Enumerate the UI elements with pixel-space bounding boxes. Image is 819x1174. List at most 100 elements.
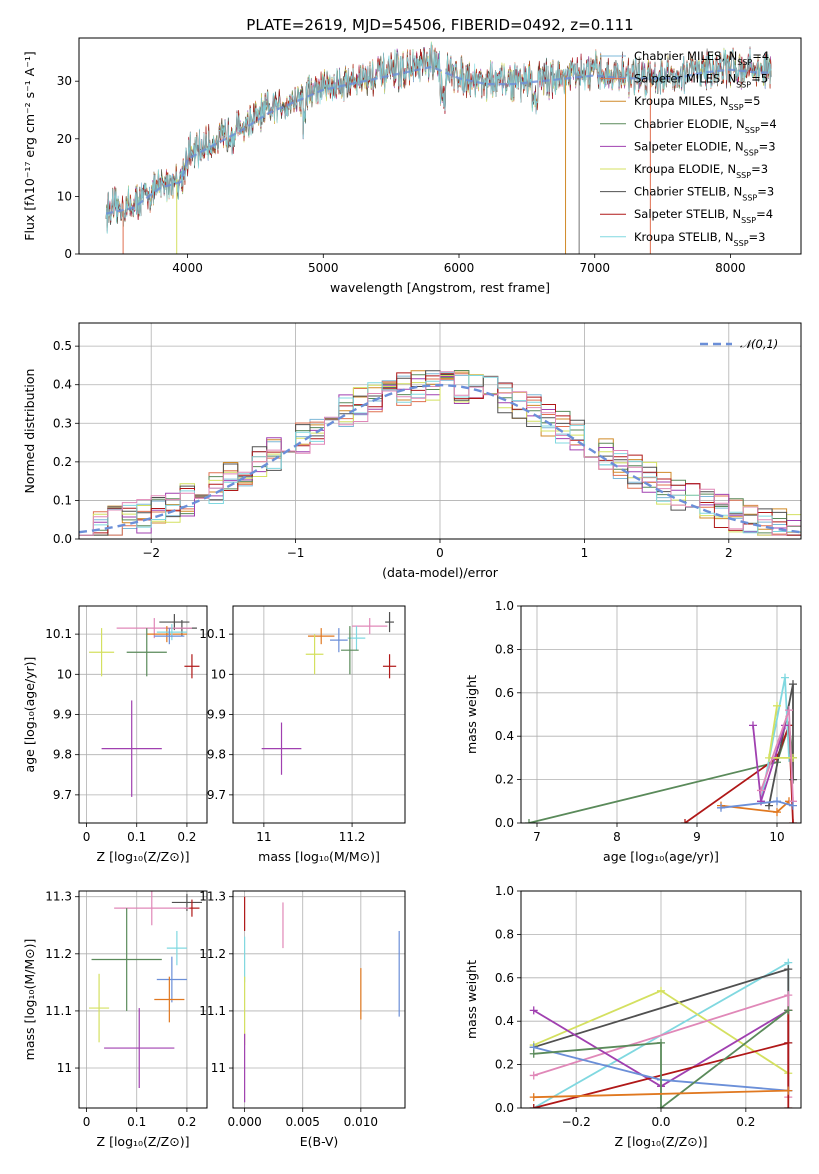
mass_vs_Z-frame: [78, 890, 208, 1109]
residuals-ytick-label: 0.3: [53, 416, 72, 430]
spectrum-xtick-label: 8000: [715, 261, 746, 275]
weight_vs_Z-point-marker: [784, 1038, 793, 1047]
age_vs_Z-xtick-label: 0.2: [177, 830, 196, 844]
age_vs_mass-panel: 11 11.2 9.7 9.8 9.9 10 10.1 mass [log₁₀(M/M⊙)]: [199, 605, 406, 864]
weight_vs_Z-xlabel: Z [log₁₀(Z/Z⊙)]: [615, 1134, 708, 1149]
spectrum-legend-count: =5: [751, 72, 768, 86]
mass_vs_Z-xtick-label: 0.2: [177, 1115, 196, 1129]
weight_vs_age-xlabel: age [log₁₀(age/yr)]: [603, 849, 719, 864]
residuals-ytick-label: 0.4: [53, 378, 72, 392]
mass_vs_ebv-panel: 0.000 0.005 0.010 11 11.1 11.2 11.3 E(B-V): [199, 890, 406, 1149]
mass_vs_ebv-xlabel: E(B-V): [300, 1134, 339, 1149]
residuals-ytick-label: 0.5: [53, 339, 72, 353]
spectrum-legend-count: =4: [760, 117, 777, 131]
age_vs_Z-ytick-label: 9.7: [53, 788, 72, 802]
weight_vs_Z-ytick-label: 0.6: [495, 971, 514, 985]
weight_vs_Z-point-marker: [784, 991, 793, 1000]
residuals-ylabel: Normed distribution: [22, 369, 37, 494]
mass_vs_ebv-xtick-label: 0.000: [227, 1115, 261, 1129]
spectrum-legend-label: Salpeter ELODIE, NSSP=3: [634, 139, 776, 157]
weight_vs_age-ytick-label: 0.6: [495, 686, 514, 700]
weight_vs_age-point-marker: [749, 721, 757, 730]
weight_vs_age-ytick-label: 1.0: [495, 599, 514, 613]
residuals-frame: [78, 322, 802, 540]
residuals-xtick-label: −1: [287, 546, 305, 560]
spectrum-frame: [78, 37, 802, 255]
mass_vs_Z-ytick-label: 11.1: [45, 1004, 72, 1018]
weight_vs_age-point-marker: [773, 808, 781, 817]
spectrum-legend-subscript: SSP: [734, 238, 749, 247]
mass_vs_Z-xlabel: Z [log₁₀(Z/Z⊙)]: [97, 1134, 190, 1149]
weight_vs_Z-point-marker: [529, 1104, 538, 1108]
residuals-xtick-label: 1: [581, 546, 589, 560]
normal-curve: [79, 383, 801, 534]
age_vs_Z-ytick-label: 9.9: [53, 708, 72, 722]
spectrum-legend-label: Salpeter MILES, NSSP=5: [634, 72, 768, 90]
age_vs_Z-plot-area: [89, 614, 200, 797]
spectrum-plot-area: [105, 41, 772, 254]
weight_vs_Z-point-marker: [529, 1049, 538, 1058]
age_vs_mass-xtick-label: 11.2: [339, 830, 366, 844]
weight_vs_Z-ytick-label: 0.0: [495, 1101, 514, 1115]
weight_vs_Z-line-orange: [533, 1089, 789, 1099]
age_vs_mass-frame: [232, 605, 406, 824]
residuals-ytick-label: 0.0: [53, 532, 72, 546]
weight_vs_age-ytick-label: 0.4: [495, 729, 514, 743]
weight_vs_Z-point-marker: [529, 1093, 538, 1102]
age_vs_mass-xlabel: mass [log₁₀(M/M⊙)]: [258, 849, 380, 864]
mass_vs_Z-panel: 0 0.1 0.2 11 11.1 11.2 11.3 Z [log₁₀(Z/Z⊙)] mass…: [22, 890, 208, 1149]
spectrum-legend-label: Kroupa ELODIE, NSSP=3: [634, 162, 768, 180]
weight_vs_age-ylabel: mass weight: [464, 675, 479, 754]
residuals-ytick-label: 0.1: [53, 493, 72, 507]
age_vs_Z-xlabel: Z [log₁₀(Z/Z⊙)]: [97, 849, 190, 864]
weight_vs_age-point-marker: [781, 673, 789, 682]
mass_vs_ebv-ytick-label: 11.2: [199, 947, 226, 961]
spectrum-legend-label: Chabrier ELODIE, NSSP=4: [634, 117, 777, 135]
mass_vs_ebv-frame: [232, 890, 406, 1109]
residuals-panel: −2 −1 0 1 2 0.0 0.1 0.2 0.3 0.4 0.5 (data-model)/er…: [22, 322, 802, 580]
age_vs_Z-panel: 0 0.1 0.2 9.7 9.8 9.9 10 10.1 Z [log₁₀(Z/Z⊙)] age…: [22, 605, 208, 864]
spectrum-legend-count: =4: [756, 207, 773, 221]
residuals-xtick-label: 0: [436, 546, 444, 560]
weight_vs_age-xtick-label: 9: [693, 830, 701, 844]
spectrum-legend-subscript: SSP: [741, 216, 756, 225]
weight_vs_Z-ytick-label: 0.8: [495, 927, 514, 941]
weight_vs_Z-point-marker: [784, 1006, 793, 1015]
age_vs_mass-ytick-label: 9.7: [207, 788, 226, 802]
spectrum-legend-subscript: SSP: [745, 125, 760, 134]
residuals-xlabel: (data-model)/error: [382, 565, 499, 580]
spectrum-xtick-label: 7000: [579, 261, 610, 275]
figure-title: PLATE=2619, MJD=54506, FIBERID=0492, z=0…: [246, 16, 633, 34]
weight_vs_Z-xtick-label: 0.0: [651, 1115, 670, 1129]
mass_vs_ebv-xtick-label: 0.010: [344, 1115, 378, 1129]
age_vs_Z-ytick-label: 10: [57, 667, 72, 681]
mass_vs_ebv-xtick-label: 0.005: [286, 1115, 320, 1129]
mass_vs_ebv-ytick-label: 11.1: [199, 1004, 226, 1018]
age_vs_mass-plot-area: [261, 612, 397, 775]
normal-legend-label: 𝒩(0,1): [740, 337, 778, 351]
weight_vs_Z-point-marker: [529, 1006, 538, 1015]
mass_vs_ebv-ytick-label: 11.3: [199, 890, 226, 904]
residuals-ytick-label: 0.2: [53, 455, 72, 469]
weight_vs_age-point-marker: [789, 680, 797, 689]
spectrum-panel: 4000 5000 6000 7000 8000 0 10 20 30 wavelength [A…: [22, 37, 802, 295]
weight_vs_age-xtick-label: 8: [613, 830, 621, 844]
weight_vs_Z-ytick-label: 0.2: [495, 1058, 514, 1072]
age_vs_Z-ytick-label: 9.8: [53, 748, 72, 762]
spectrum-ylabel: Flux [fλ10⁻¹⁷ erg cm⁻² s⁻¹ A⁻¹]: [22, 51, 37, 240]
weight_vs_age-plot-area: [525, 673, 797, 823]
weight_vs_age-point-marker: [525, 819, 533, 823]
spectrum-legend-label: Salpeter STELIB, NSSP=4: [634, 207, 773, 225]
weight_vs_Z-line-chabrier_elodie: [533, 1009, 789, 1108]
weight_vs_Z-point-marker: [657, 1038, 665, 1047]
spectrum-legend-count: =4: [752, 49, 769, 63]
spectrum-legend-label: Chabrier STELIB, NSSP=3: [634, 185, 774, 203]
weight_vs_Z-xtick-label: 0.2: [736, 1115, 755, 1129]
weight_vs_Z-ytick-label: 1.0: [495, 884, 514, 898]
weight_vs_age-xtick-label: 7: [533, 830, 541, 844]
spectrum-legend-subscript: SSP: [742, 193, 757, 202]
age_vs_Z-xtick-label: 0.1: [127, 830, 146, 844]
spectrum-legend-subscript: SSP: [736, 171, 751, 180]
age_vs_mass-ytick-label: 9.8: [207, 748, 226, 762]
weight_vs_Z-frame: [520, 890, 802, 1109]
